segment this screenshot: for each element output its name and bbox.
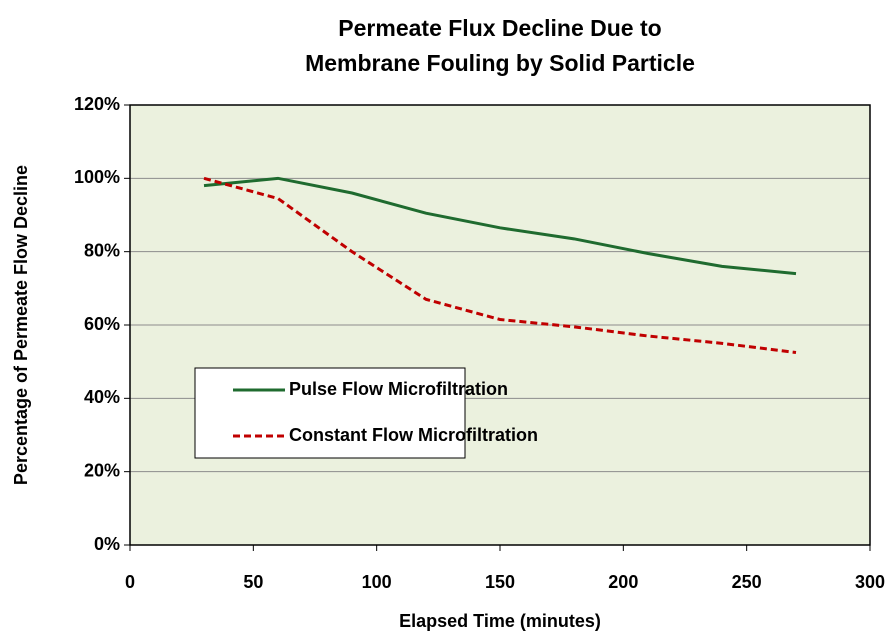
legend-label: Constant Flow Microfiltration bbox=[289, 425, 538, 445]
x-tick-label: 300 bbox=[855, 572, 885, 592]
y-tick-label: 20% bbox=[84, 460, 120, 480]
series-line bbox=[203, 176, 797, 354]
x-axis-label: Elapsed Time (minutes) bbox=[399, 611, 601, 631]
y-tick-label: 100% bbox=[74, 167, 120, 187]
x-tick-label: 100 bbox=[362, 572, 392, 592]
x-tick-label: 150 bbox=[485, 572, 515, 592]
x-tick-label: 0 bbox=[125, 572, 135, 592]
x-tick-label: 250 bbox=[732, 572, 762, 592]
chart-title: Membrane Fouling by Solid Particle bbox=[305, 50, 695, 76]
y-tick-label: 120% bbox=[74, 94, 120, 114]
x-tick-label: 50 bbox=[243, 572, 263, 592]
y-tick-label: 60% bbox=[84, 314, 120, 334]
x-tick-label: 200 bbox=[608, 572, 638, 592]
chart-title: Permeate Flux Decline Due to bbox=[338, 15, 661, 41]
y-tick-label: 40% bbox=[84, 387, 120, 407]
legend-box bbox=[194, 367, 466, 459]
plot-border bbox=[129, 104, 871, 546]
y-tick-label: 80% bbox=[84, 240, 120, 260]
y-axis-label: Percentage of Permeate Flow Decline bbox=[11, 165, 31, 485]
y-tick-label: 0% bbox=[94, 534, 120, 554]
series-line bbox=[203, 176, 797, 276]
legend-label: Pulse Flow Microfiltration bbox=[289, 379, 508, 399]
